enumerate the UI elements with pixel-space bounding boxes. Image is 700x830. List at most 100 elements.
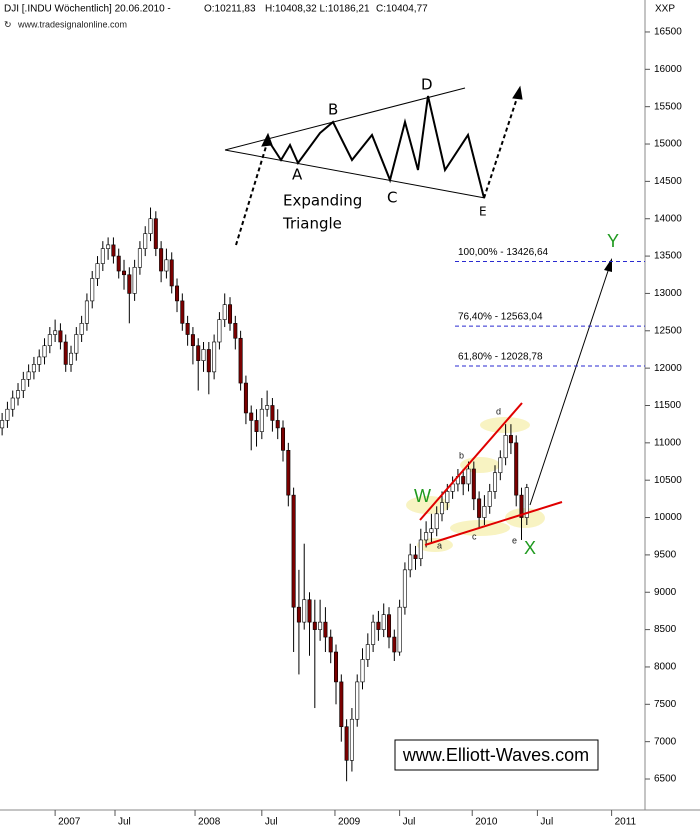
y-tick-label: 12500 <box>654 325 682 336</box>
wave-label: Y <box>607 231 619 251</box>
y-tick-label: 12000 <box>654 363 682 374</box>
candle-body <box>254 420 259 432</box>
y-tick-label: 16000 <box>654 64 682 75</box>
candle-body <box>487 491 492 507</box>
triangle-caption: Triangle <box>282 215 342 233</box>
candle-body <box>259 408 264 432</box>
logo-icon: ↻ <box>4 19 12 29</box>
y-tick-label: 8000 <box>654 662 677 673</box>
candle-body <box>249 412 254 421</box>
candle-body <box>482 506 487 518</box>
candle-body <box>392 636 397 653</box>
y-tick-label: 15500 <box>654 101 682 112</box>
candle-body <box>84 300 89 324</box>
y-tick-label: 11000 <box>654 437 682 448</box>
candle-body <box>312 621 317 630</box>
candle-body <box>275 420 280 429</box>
y-tick-label: 14000 <box>654 213 682 224</box>
candle-body <box>418 539 423 559</box>
y-tick-label: 11500 <box>654 400 682 411</box>
wave-label: e <box>512 535 517 545</box>
fib-label: 61,80% - 12028,78 <box>458 352 543 363</box>
arrow-head <box>512 85 523 100</box>
candle-body <box>519 494 524 518</box>
candle-body <box>270 405 275 421</box>
candle-body <box>466 468 471 485</box>
candle-body <box>74 334 79 354</box>
candle-body <box>429 528 434 533</box>
y-tick-label: 10500 <box>654 475 682 486</box>
candle-body <box>243 382 248 414</box>
projection-arrow <box>529 267 610 506</box>
highlight <box>505 508 545 528</box>
candle-body <box>238 337 243 384</box>
highlight <box>480 417 530 433</box>
candle-body <box>0 420 5 429</box>
candle-body <box>212 341 217 373</box>
candle-body <box>180 300 185 324</box>
subtitle: www.tradesignalonline.com <box>17 19 127 29</box>
candle-body <box>169 259 174 287</box>
candle-body <box>286 450 291 496</box>
candle-body <box>360 659 365 683</box>
highlight <box>406 496 450 514</box>
triangle-label: C <box>387 189 397 207</box>
candle-body <box>328 636 333 653</box>
candle-body <box>42 345 47 358</box>
x-tick-label: Jul <box>540 817 553 828</box>
triangle-label: A <box>292 166 303 184</box>
y-axis-label: XXP <box>655 4 675 15</box>
y-tick-label: 9000 <box>654 587 677 598</box>
candle-body <box>503 435 508 459</box>
wave-label: b <box>459 450 464 460</box>
candle-body <box>371 621 376 645</box>
candle-body <box>445 491 450 503</box>
y-tick-label: 16500 <box>654 27 682 38</box>
candle-body <box>493 472 498 492</box>
candle-body <box>201 349 206 361</box>
candle-body <box>508 435 513 444</box>
candle-body <box>302 599 307 623</box>
candle-body <box>26 371 31 380</box>
triangle-lead-in <box>235 139 269 246</box>
y-tick-label: 13000 <box>654 288 682 299</box>
candle-body <box>498 457 503 474</box>
candle-body <box>21 379 26 391</box>
candle-body <box>413 554 418 559</box>
candle-body <box>132 266 137 294</box>
candle-body <box>349 718 354 761</box>
highlight <box>460 457 500 473</box>
watermark-box <box>394 739 599 771</box>
candle-body <box>440 502 445 515</box>
triangle-lower <box>224 149 486 199</box>
candle-body <box>402 569 407 608</box>
candle-body <box>424 532 429 541</box>
x-tick-label: 2007 <box>58 817 81 828</box>
quote-high-low: H:10408,32 L:10186,21 <box>265 4 370 15</box>
candle-body <box>185 323 190 335</box>
x-tick-label: Jul <box>403 817 416 828</box>
x-tick-label: 2008 <box>198 817 221 828</box>
fib-label: 100,00% - 13426,64 <box>458 247 549 258</box>
y-tick-label: 10000 <box>654 512 682 523</box>
candle-body <box>111 244 116 257</box>
wave-label: c <box>472 531 477 541</box>
candle-body <box>206 349 211 373</box>
candle-body <box>175 285 180 302</box>
candle-body <box>69 352 74 365</box>
triangle-zigzag <box>267 95 485 199</box>
candle-body <box>477 498 482 518</box>
candle-body <box>408 554 413 571</box>
arrow-head <box>261 132 273 147</box>
y-tick-label: 7500 <box>654 699 677 710</box>
x-tick-label: Jul <box>118 817 131 828</box>
candle-body <box>318 621 323 630</box>
candle-body <box>190 334 195 347</box>
trend-line <box>424 501 563 546</box>
candle-body <box>365 644 370 660</box>
candle-body <box>381 614 386 630</box>
candle-body <box>222 304 227 320</box>
wave-label: W <box>414 486 431 506</box>
